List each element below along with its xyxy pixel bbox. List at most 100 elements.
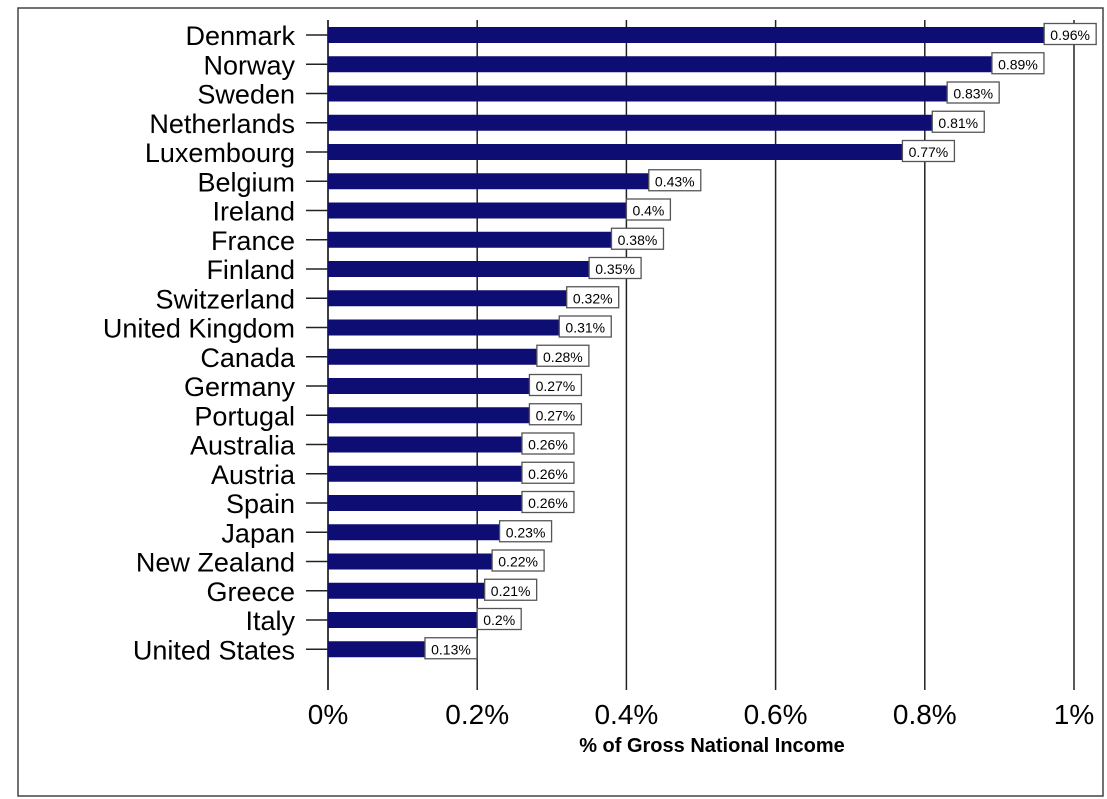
- bar: [328, 612, 478, 628]
- value-label: 0.31%: [558, 315, 612, 338]
- value-label: 0.26%: [521, 432, 575, 455]
- value-label-text: 0.22%: [498, 554, 538, 570]
- value-label: 0.89%: [991, 52, 1045, 75]
- value-label-text: 0.27%: [536, 407, 576, 423]
- category-label: New Zealand: [136, 548, 295, 578]
- value-label-text: 0.23%: [506, 524, 546, 540]
- category-label: France: [211, 226, 295, 256]
- bar: [328, 114, 933, 131]
- value-label: 0.27%: [528, 403, 583, 426]
- value-label-box: [648, 169, 702, 192]
- grid-lines: [327, 20, 1075, 690]
- value-label: 0.81%: [931, 110, 985, 133]
- value-label-text: 0.96%: [1050, 27, 1090, 43]
- value-label: 0.23%: [498, 520, 553, 543]
- value-label-box: [566, 286, 620, 309]
- value-label-box: [610, 227, 665, 250]
- bar: [328, 641, 425, 658]
- x-tick-label: 0.8%: [893, 699, 957, 730]
- category-label: Austria: [211, 460, 296, 490]
- category-label: Italy: [245, 606, 295, 636]
- value-label-box: [558, 315, 612, 338]
- category-label: Denmark: [185, 21, 295, 51]
- bar: [328, 495, 522, 511]
- value-label-text: 0.2%: [483, 612, 515, 628]
- value-label-text: 0.26%: [528, 495, 568, 511]
- category-labels: DenmarkNorwaySwedenNetherlandsLuxembourg…: [103, 21, 296, 665]
- bar: [328, 348, 537, 365]
- x-tick-label: 0%: [308, 699, 348, 730]
- x-tick-label: 1%: [1054, 699, 1094, 730]
- category-label: Luxembourg: [145, 138, 295, 168]
- value-label-text: 0.26%: [528, 466, 568, 482]
- value-label: 0.26%: [521, 490, 575, 514]
- bars: [328, 27, 1045, 658]
- value-label-text: 0.43%: [655, 173, 695, 189]
- value-label-box: [536, 344, 590, 367]
- category-label: Ireland: [212, 197, 295, 227]
- value-label-text: 0.4%: [632, 203, 664, 219]
- value-label-box: [484, 578, 538, 601]
- category-label: United Kingdom: [103, 314, 295, 344]
- value-label-box: [931, 110, 985, 133]
- value-label: 0.96%: [1043, 22, 1097, 46]
- value-labels: 0.96% 0.89% 0.83% 0.81% 0.77% 0.43% 0.4% 0.38% 0…: [424, 22, 1097, 660]
- value-label-text: 0.31%: [565, 320, 605, 336]
- value-label-box: [528, 403, 583, 426]
- value-label-text: 0.89%: [998, 56, 1038, 72]
- category-label: United States: [133, 635, 295, 665]
- value-label: 0.28%: [536, 344, 590, 367]
- value-label-text: 0.21%: [491, 583, 531, 599]
- category-label: Portugal: [194, 401, 295, 431]
- bar: [328, 407, 530, 424]
- bar: [328, 582, 485, 599]
- value-label-box: [901, 139, 956, 163]
- value-label-box: [424, 637, 478, 660]
- bar: [328, 524, 500, 541]
- category-label: Japan: [221, 518, 295, 548]
- chart-frame: [17, 7, 1104, 797]
- bar: [328, 261, 590, 277]
- value-label: 0.26%: [521, 461, 575, 484]
- value-label-box: [588, 256, 642, 280]
- value-label: 0.13%: [424, 637, 478, 660]
- value-label-text: 0.28%: [543, 349, 583, 365]
- category-label: Finland: [206, 255, 295, 285]
- bar: [328, 378, 530, 394]
- x-tick-label: 0.6%: [744, 699, 808, 730]
- value-label-box: [991, 52, 1045, 75]
- value-label-text: 0.13%: [431, 641, 471, 657]
- value-label-box: [1043, 22, 1097, 46]
- value-label: 0.83%: [946, 81, 1000, 104]
- value-label: 0.21%: [484, 578, 538, 601]
- category-label: Spain: [226, 489, 295, 519]
- value-label-text: 0.32%: [573, 290, 613, 306]
- x-axis-title: % of Gross National Income: [579, 735, 845, 757]
- value-label-text: 0.26%: [528, 437, 568, 453]
- value-label-box: [521, 490, 575, 514]
- value-label-box: [521, 461, 575, 484]
- x-tick-label: 0.4%: [594, 699, 658, 730]
- value-label-box: [528, 373, 583, 397]
- value-label: 0.77%: [901, 139, 956, 163]
- value-label-box: [476, 607, 522, 631]
- value-label-box: [498, 520, 553, 543]
- x-tick-labels: 0% 0.2% 0.4% 0.6% 0.8% 1%: [308, 699, 1094, 730]
- bar: [328, 56, 992, 73]
- value-label-text: 0.38%: [618, 232, 658, 248]
- bar: [328, 465, 522, 482]
- bar: [328, 231, 612, 248]
- x-tick-label: 0.2%: [445, 699, 509, 730]
- category-label: Australia: [190, 431, 296, 461]
- category-label: Germany: [184, 372, 296, 402]
- value-label: 0.38%: [610, 227, 665, 250]
- value-label-text: 0.81%: [938, 115, 978, 131]
- bar: [328, 144, 903, 160]
- category-label: Netherlands: [149, 109, 295, 139]
- category-label: Switzerland: [155, 284, 295, 314]
- value-label: 0.35%: [588, 256, 642, 280]
- bar: [328, 436, 522, 453]
- value-label-box: [946, 81, 1000, 104]
- value-label-text: 0.77%: [909, 144, 949, 160]
